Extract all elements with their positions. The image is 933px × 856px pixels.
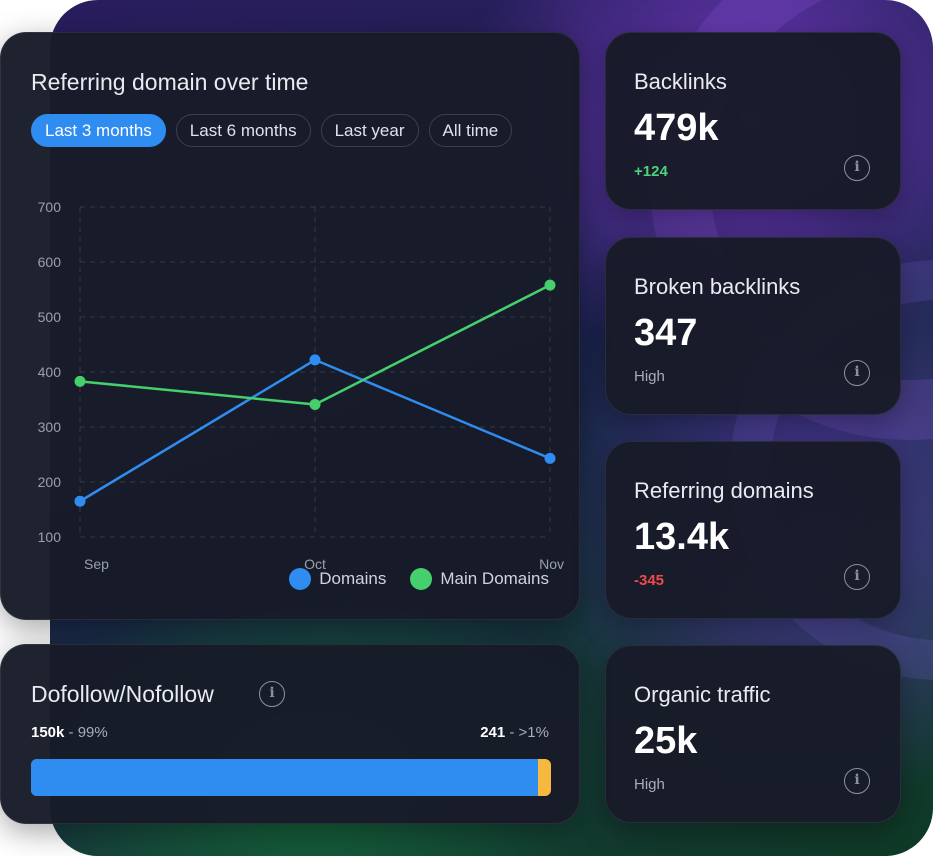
dofollow-ratio-bar xyxy=(31,759,551,796)
x-tick-label: Sep xyxy=(84,556,109,572)
filter-last-year[interactable]: Last year xyxy=(320,114,419,147)
legend-item-main-domains[interactable]: Main Domains xyxy=(410,568,549,590)
dofollow-nofollow-card: Dofollow/Nofollow i 150k - 99% 241 - >1% xyxy=(0,644,580,824)
data-point-main-domains xyxy=(544,279,556,291)
legend-label: Main Domains xyxy=(440,569,549,588)
stat-value: 347 xyxy=(634,312,698,354)
legend-item-domains[interactable]: Domains xyxy=(289,568,386,590)
stat-value: 25k xyxy=(634,720,698,762)
series-line-main-domains xyxy=(79,283,551,406)
y-tick-label: 400 xyxy=(38,364,62,380)
filter-last-6-months[interactable]: Last 6 months xyxy=(175,114,311,147)
data-point-domains xyxy=(74,495,86,507)
data-point-domains xyxy=(544,452,556,464)
referring-domains-chart-card: Referring domain over time Last 3 months… xyxy=(0,32,580,620)
data-point-domains xyxy=(309,354,321,366)
stat-change: -345 xyxy=(634,572,665,589)
stat-change: +124 xyxy=(634,163,668,180)
x-tick-label: Oct xyxy=(304,556,326,572)
data-point-main-domains xyxy=(309,398,321,410)
stat-value: 479k xyxy=(634,107,719,149)
info-icon[interactable]: i xyxy=(259,681,285,707)
time-range-filters: Last 3 months Last 6 months Last year Al… xyxy=(31,114,513,147)
info-icon[interactable]: i xyxy=(844,768,870,794)
stat-card-organic-traffic: Organic traffic 25k High i xyxy=(605,645,901,823)
filter-last-3-months[interactable]: Last 3 months xyxy=(31,114,166,147)
chart-legend: Domains Main Domains xyxy=(289,568,549,590)
filter-all-time[interactable]: All time xyxy=(428,114,513,147)
y-tick-label: 700 xyxy=(38,199,62,215)
stat-status: High xyxy=(634,776,665,793)
nofollow-summary: 241 - >1% xyxy=(480,724,549,741)
stat-label: Organic traffic xyxy=(634,682,771,707)
data-point-main-domains xyxy=(74,375,86,387)
dofollow-title: Dofollow/Nofollow xyxy=(31,681,214,707)
nofollow-percent: - >1% xyxy=(505,724,549,741)
dofollow-summary: 150k - 99% xyxy=(31,724,108,741)
x-tick-label: Nov xyxy=(539,556,564,572)
y-tick-label: 600 xyxy=(38,254,62,270)
stat-card-backlinks: Backlinks 479k +124 i xyxy=(605,32,901,210)
stat-status: High xyxy=(634,368,665,385)
stat-label: Referring domains xyxy=(634,478,814,503)
legend-swatch-main-domains xyxy=(410,568,433,590)
info-icon[interactable]: i xyxy=(844,360,870,386)
y-tick-label: 200 xyxy=(38,474,62,490)
line-chart: 100 200 300 400 500 600 700 Sep Oct Nov xyxy=(38,199,564,572)
dofollow-percent: - 99% xyxy=(64,724,108,741)
legend-swatch-domains xyxy=(289,568,312,590)
dofollow-count: 150k xyxy=(31,724,65,741)
stat-label: Broken backlinks xyxy=(634,274,801,299)
y-tick-label: 500 xyxy=(38,309,62,325)
info-icon[interactable]: i xyxy=(844,564,870,590)
info-icon[interactable]: i xyxy=(844,155,870,181)
stat-card-broken-backlinks: Broken backlinks 347 High i xyxy=(605,237,901,415)
legend-label: Domains xyxy=(319,569,387,588)
dofollow-ratio-fill xyxy=(31,759,538,796)
y-tick-label: 300 xyxy=(38,419,62,435)
nofollow-count: 241 xyxy=(480,724,506,741)
stat-card-referring-domains: Referring domains 13.4k -345 i xyxy=(605,441,901,619)
y-tick-label: 100 xyxy=(38,529,62,545)
stat-value: 13.4k xyxy=(634,516,730,558)
stat-label: Backlinks xyxy=(634,69,727,94)
chart-title: Referring domain over time xyxy=(31,69,309,95)
